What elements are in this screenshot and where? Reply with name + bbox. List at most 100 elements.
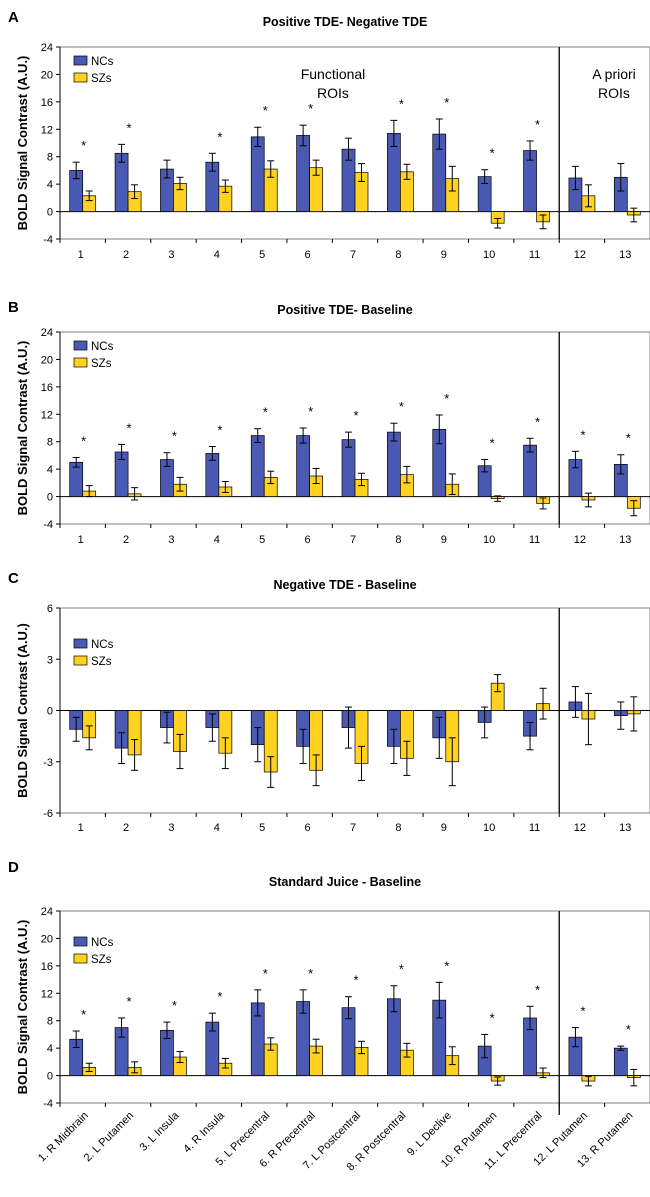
legend-swatch-szs xyxy=(73,655,88,666)
y-tick-label: -3 xyxy=(43,757,53,769)
x-tick-label: 2 xyxy=(123,249,129,261)
x-tick-label: 9 xyxy=(441,534,447,546)
significance-marker: * xyxy=(490,1010,495,1025)
legend-swatch-szs xyxy=(73,357,88,368)
x-tick-label: 10 xyxy=(483,534,495,546)
y-axis-label: BOLD Signal Contrast (A.U.) xyxy=(15,623,30,798)
panel-letter: B xyxy=(8,299,19,316)
y-tick-label: 4 xyxy=(47,1043,53,1055)
x-tick-label: 13 xyxy=(619,249,631,261)
panel-title: Negative TDE - Baseline xyxy=(273,578,416,592)
x-tick-label: 8 xyxy=(395,822,401,834)
x-tick-label: 4 xyxy=(214,249,220,261)
legend-swatch-szs xyxy=(73,72,88,83)
significance-marker: * xyxy=(490,146,495,161)
x-tick-label: 6 xyxy=(305,534,311,546)
x-tick-label: 13 xyxy=(619,534,631,546)
significance-marker: * xyxy=(535,414,540,429)
y-tick-label: 12 xyxy=(41,124,53,136)
legend-label-szs: SZs xyxy=(91,358,112,370)
y-tick-label: 3 xyxy=(47,654,53,666)
significance-marker: * xyxy=(217,989,222,1004)
x-tick-label: 9 xyxy=(441,249,447,261)
x-tick-label: 12 xyxy=(574,822,586,834)
ncs-bar xyxy=(296,435,310,497)
y-tick-label: 24 xyxy=(41,906,53,918)
panel-title: Positive TDE- Negative TDE xyxy=(263,15,428,29)
y-tick-label: 8 xyxy=(47,1016,53,1028)
region-label: Functional xyxy=(301,66,366,82)
significance-marker: * xyxy=(217,129,222,144)
panel-c: C Negative TDE - Baseline 6 3 0 -3 -6 BOLD Sign… xyxy=(8,570,650,834)
x-tick-label: 10 xyxy=(483,822,495,834)
significance-marker: * xyxy=(308,101,313,116)
significance-marker: * xyxy=(217,423,222,438)
y-tick-label: -4 xyxy=(43,1098,53,1110)
significance-marker: * xyxy=(490,436,495,451)
x-tick-label: 5 xyxy=(259,249,265,261)
significance-marker: * xyxy=(353,408,358,423)
y-tick-label: 8 xyxy=(47,437,53,449)
legend-label-szs: SZs xyxy=(91,954,112,966)
x-tick-label: 3. L Insula xyxy=(137,1109,182,1154)
x-tick-label: 1 xyxy=(78,249,84,261)
y-tick-label: 0 xyxy=(47,207,53,219)
legend-label-szs: SZs xyxy=(91,656,112,668)
x-tick-label: 11 xyxy=(529,249,540,261)
significance-marker: * xyxy=(81,1007,86,1022)
y-tick-label: 12 xyxy=(41,409,53,421)
legend-label-ncs: NCs xyxy=(91,937,114,949)
x-tick-label: 5 xyxy=(259,822,265,834)
x-tick-label: 7 xyxy=(350,249,356,261)
legend-swatch-ncs xyxy=(73,936,88,947)
ncs-bar xyxy=(250,435,265,497)
significance-marker: * xyxy=(399,96,404,111)
x-tick-label: 5 xyxy=(259,534,265,546)
significance-marker: * xyxy=(444,95,449,110)
panel-letter: D xyxy=(8,859,19,876)
region-label: A priori xyxy=(592,66,636,82)
panel-b: B Positive TDE- Baseline24201612840-4BOLD… xyxy=(8,299,650,546)
panel-title: Standard Juice - Baseline xyxy=(269,875,421,889)
panel-d: D Standard Juice - Baseline 24 20 16 12 8 4 0 -4 B… xyxy=(8,859,650,1173)
y-tick-label: 16 xyxy=(41,961,53,973)
significance-marker: * xyxy=(444,391,449,406)
x-tick-label: 1 xyxy=(78,822,84,834)
y-tick-label: 20 xyxy=(41,354,53,366)
legend-swatch-ncs xyxy=(73,340,88,351)
x-tick-label: 3 xyxy=(168,249,174,261)
panel-letter: A xyxy=(8,9,19,26)
y-tick-label: 12 xyxy=(41,988,53,1000)
y-axis-label: BOLD Signal Contrast (A.U.) xyxy=(15,920,30,1095)
ncs-bar xyxy=(250,136,265,212)
x-tick-label: 1 xyxy=(78,534,84,546)
panel-a: A Positive TDE- Negative TDE24201612840-4… xyxy=(8,9,650,261)
significance-marker: * xyxy=(308,404,313,419)
ncs-bar xyxy=(387,431,401,497)
legend-swatch-szs xyxy=(73,953,88,964)
x-tick-label: 2 xyxy=(123,534,129,546)
y-tick-label: 20 xyxy=(41,69,53,81)
x-tick-label: 3 xyxy=(168,822,174,834)
panel-letter: C xyxy=(8,570,19,587)
x-tick-label: 13 xyxy=(619,822,631,834)
x-tick-label: 8 xyxy=(395,249,401,261)
y-axis-label: BOLD Signal Contrast (A.U.) xyxy=(15,56,30,231)
y-tick-label: 4 xyxy=(47,464,53,476)
panel-title: Positive TDE- Baseline xyxy=(277,303,413,317)
significance-marker: * xyxy=(535,982,540,997)
significance-marker: * xyxy=(127,994,132,1009)
legend-label-ncs: NCs xyxy=(91,639,114,651)
legend-swatch-ncs xyxy=(73,638,88,649)
y-tick-label: 16 xyxy=(41,382,53,394)
y-tick-label: 0 xyxy=(47,706,53,718)
ncs-bar xyxy=(613,1047,628,1076)
x-tick-label: 7 xyxy=(350,534,356,546)
ncs-bar xyxy=(341,439,356,497)
legend-label-ncs: NCs xyxy=(91,56,114,68)
x-tick-label: 9 xyxy=(441,822,447,834)
x-tick-label: 12 xyxy=(574,534,586,546)
y-tick-label: 6 xyxy=(47,603,53,615)
legend: NCs SZs xyxy=(73,638,114,668)
